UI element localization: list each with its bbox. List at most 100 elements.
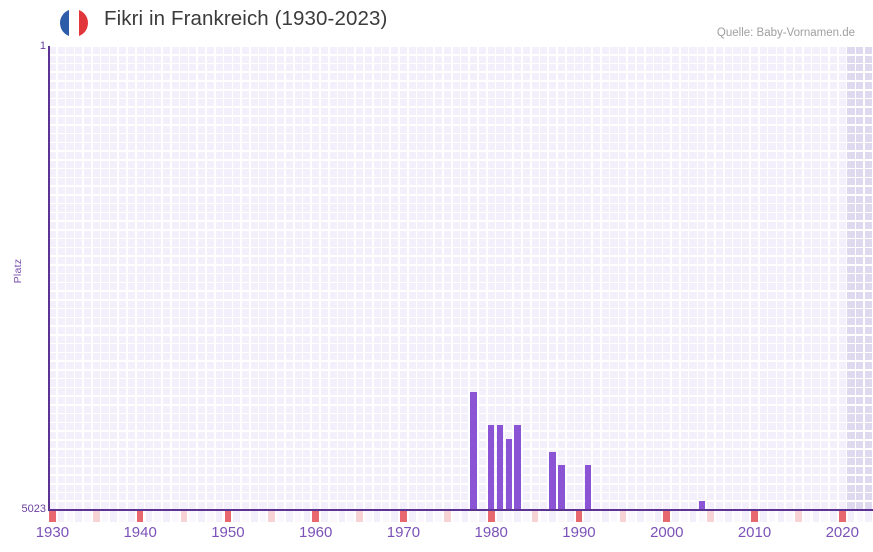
gridline-vertical xyxy=(775,46,778,510)
gridline-horizontal xyxy=(48,307,873,310)
bar-1987[interactable] xyxy=(549,452,556,510)
bar-1988[interactable] xyxy=(558,465,565,510)
gridline-vertical xyxy=(503,46,506,510)
x-tick-mark-1930 xyxy=(49,511,56,522)
x-tick-label-1940: 1940 xyxy=(123,524,157,541)
vertical-gridlines xyxy=(48,46,873,510)
gridline-horizontal xyxy=(48,115,873,117)
gridline-vertical xyxy=(766,46,769,510)
gridline-vertical xyxy=(363,46,365,510)
gridline-vertical xyxy=(82,46,84,510)
gridline-horizontal xyxy=(48,299,873,301)
x-tick-mark-2005 xyxy=(707,511,714,522)
x-tick-mark-2001 xyxy=(672,511,679,522)
gridline-horizontal xyxy=(48,46,873,47)
gridline-vertical xyxy=(205,46,207,510)
x-tick-mark-1935 xyxy=(92,511,100,522)
gridline-horizontal xyxy=(48,71,873,74)
gridline-vertical xyxy=(819,46,822,510)
x-tick-mark-1977 xyxy=(461,511,469,522)
gridline-vertical xyxy=(310,46,313,510)
bar-series xyxy=(48,46,873,510)
x-tick-label-1980: 1980 xyxy=(474,524,508,541)
gridline-vertical xyxy=(784,46,787,510)
x-tick-mark-1967 xyxy=(373,511,381,522)
gridline-horizontal xyxy=(48,255,873,257)
gridline-horizontal xyxy=(48,316,873,319)
gridline-vertical xyxy=(608,46,611,510)
x-tick-mark-2000 xyxy=(663,511,671,522)
gridline-vertical xyxy=(810,46,813,510)
x-tick-mark-2018 xyxy=(821,511,829,522)
gridline-vertical xyxy=(91,46,93,510)
x-tick-mark-1984 xyxy=(522,511,530,522)
x-tick-mark-1981 xyxy=(496,511,504,522)
gridline-horizontal xyxy=(48,132,873,135)
gridline-horizontal xyxy=(48,421,873,424)
x-tick-mark-1964 xyxy=(347,511,355,522)
x-tick-mark-1997 xyxy=(637,511,644,522)
x-tick-mark-1965 xyxy=(356,511,363,522)
gridline-vertical xyxy=(336,46,339,510)
x-tick-mark-1987 xyxy=(549,511,556,522)
gridline-vertical xyxy=(319,46,321,510)
gridline-horizontal xyxy=(48,80,873,82)
gridline-vertical xyxy=(600,46,602,510)
x-tick-mark-2023 xyxy=(865,511,872,522)
x-tick-mark-1975 xyxy=(444,511,451,522)
x-tick-mark-2012 xyxy=(768,511,776,522)
x-tick-mark-1963 xyxy=(338,511,346,522)
x-tick-mark-1986 xyxy=(540,511,548,522)
gridline-vertical xyxy=(380,46,383,510)
gridline-horizontal xyxy=(48,439,873,441)
gridline-vertical xyxy=(240,46,242,510)
gridline-horizontal xyxy=(48,281,873,284)
bar-1983[interactable] xyxy=(514,424,521,510)
france-flag-icon xyxy=(60,9,88,37)
x-tick-mark-1995 xyxy=(619,511,627,522)
x-tick-mark-1940 xyxy=(136,511,144,522)
x-tick-mark-1949 xyxy=(215,511,223,522)
bar-1980[interactable] xyxy=(487,424,495,510)
gridline-vertical xyxy=(398,46,400,510)
gridline-vertical xyxy=(749,46,751,510)
gridline-horizontal xyxy=(48,88,873,91)
x-axis-line xyxy=(48,509,873,511)
y-axis-bottom-label: 5023 xyxy=(21,503,46,515)
gridline-vertical xyxy=(573,46,576,510)
x-tick-mark-1950 xyxy=(224,511,232,522)
gridline-horizontal xyxy=(48,272,873,275)
gridline-vertical xyxy=(134,46,137,510)
gridline-vertical xyxy=(582,46,585,510)
x-tick-mark-1951 xyxy=(233,511,241,522)
flag-stripe-white xyxy=(69,9,79,37)
bar-2004[interactable] xyxy=(698,501,706,510)
x-tick-mark-1955 xyxy=(268,511,276,522)
x-tick-mark-1972 xyxy=(417,511,425,522)
gridline-vertical xyxy=(442,46,444,510)
x-tick-mark-1988 xyxy=(558,511,565,522)
gridline-horizontal xyxy=(48,386,873,389)
x-tick-mark-1945 xyxy=(180,511,188,522)
x-tick-mark-1989 xyxy=(566,511,574,522)
gridline-vertical xyxy=(170,46,172,510)
gridline-vertical xyxy=(292,46,295,510)
gridline-vertical xyxy=(415,46,418,510)
gridline-horizontal xyxy=(48,211,873,214)
x-tick-mark-1939 xyxy=(128,511,135,522)
gridline-vertical xyxy=(108,46,111,510)
bar-1982[interactable] xyxy=(505,438,512,510)
bar-1978[interactable] xyxy=(470,391,477,510)
bar-1981[interactable] xyxy=(496,424,504,510)
gridline-vertical xyxy=(275,46,277,510)
x-tick-mark-1979 xyxy=(479,511,486,522)
x-tick-mark-1982 xyxy=(505,511,513,522)
gridline-vertical xyxy=(249,46,251,510)
gridline-vertical xyxy=(213,46,216,510)
gridline-vertical xyxy=(222,46,225,510)
x-tick-mark-1933 xyxy=(75,511,83,522)
gridline-horizontal xyxy=(48,202,873,205)
bar-1991[interactable] xyxy=(584,465,591,510)
gridline-vertical xyxy=(547,46,550,510)
x-tick-mark-1959 xyxy=(303,511,311,522)
